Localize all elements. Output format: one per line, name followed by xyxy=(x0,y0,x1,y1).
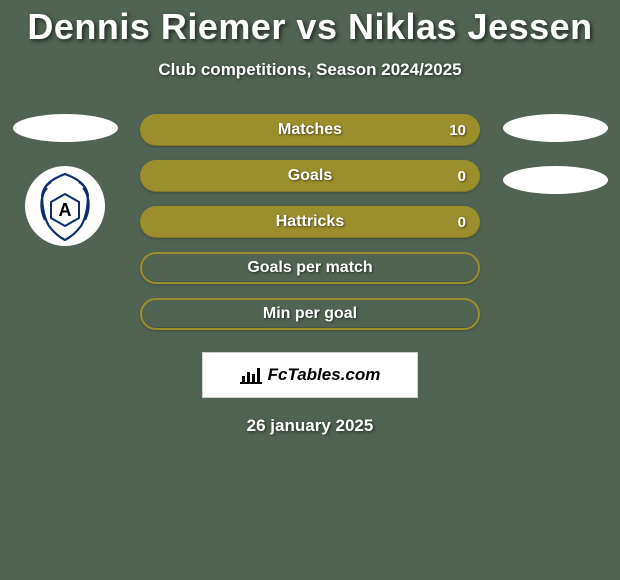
brand-text: FcTables.com xyxy=(268,365,381,385)
page-title: Dennis Riemer vs Niklas Jessen xyxy=(0,6,620,48)
stat-bar: Min per goal xyxy=(140,298,480,330)
stat-bar: Goals per match xyxy=(140,252,480,284)
svg-text:A: A xyxy=(59,200,72,220)
player-avatar-placeholder xyxy=(13,114,118,142)
player-avatar-placeholder xyxy=(503,166,608,194)
club-badge: A xyxy=(25,166,105,246)
comparison-card: Dennis Riemer vs Niklas Jessen Club comp… xyxy=(0,0,620,436)
main-row: A Matches 10 Goals 0 Hattricks 0 Goals per mat… xyxy=(0,114,620,330)
stat-value: 0 xyxy=(458,214,466,231)
date: 26 january 2025 xyxy=(0,416,620,436)
player-avatar-placeholder xyxy=(503,114,608,142)
stat-label: Goals xyxy=(288,167,332,185)
stats-bars: Matches 10 Goals 0 Hattricks 0 Goals per match… xyxy=(140,114,480,330)
brand-chart-icon xyxy=(240,366,262,384)
left-player-column: A xyxy=(10,114,120,246)
subtitle: Club competitions, Season 2024/2025 xyxy=(0,60,620,80)
stat-label: Hattricks xyxy=(276,213,344,231)
stat-bar: Goals 0 xyxy=(140,160,480,192)
stat-bar: Matches 10 xyxy=(140,114,480,146)
stat-value: 10 xyxy=(449,122,466,139)
stat-value: 0 xyxy=(458,168,466,185)
stat-bar: Hattricks 0 xyxy=(140,206,480,238)
right-player-column xyxy=(500,114,610,194)
stat-label: Min per goal xyxy=(263,305,357,323)
stat-label: Goals per match xyxy=(247,259,372,277)
brand-box: FcTables.com xyxy=(202,352,418,398)
stat-label: Matches xyxy=(278,121,342,139)
